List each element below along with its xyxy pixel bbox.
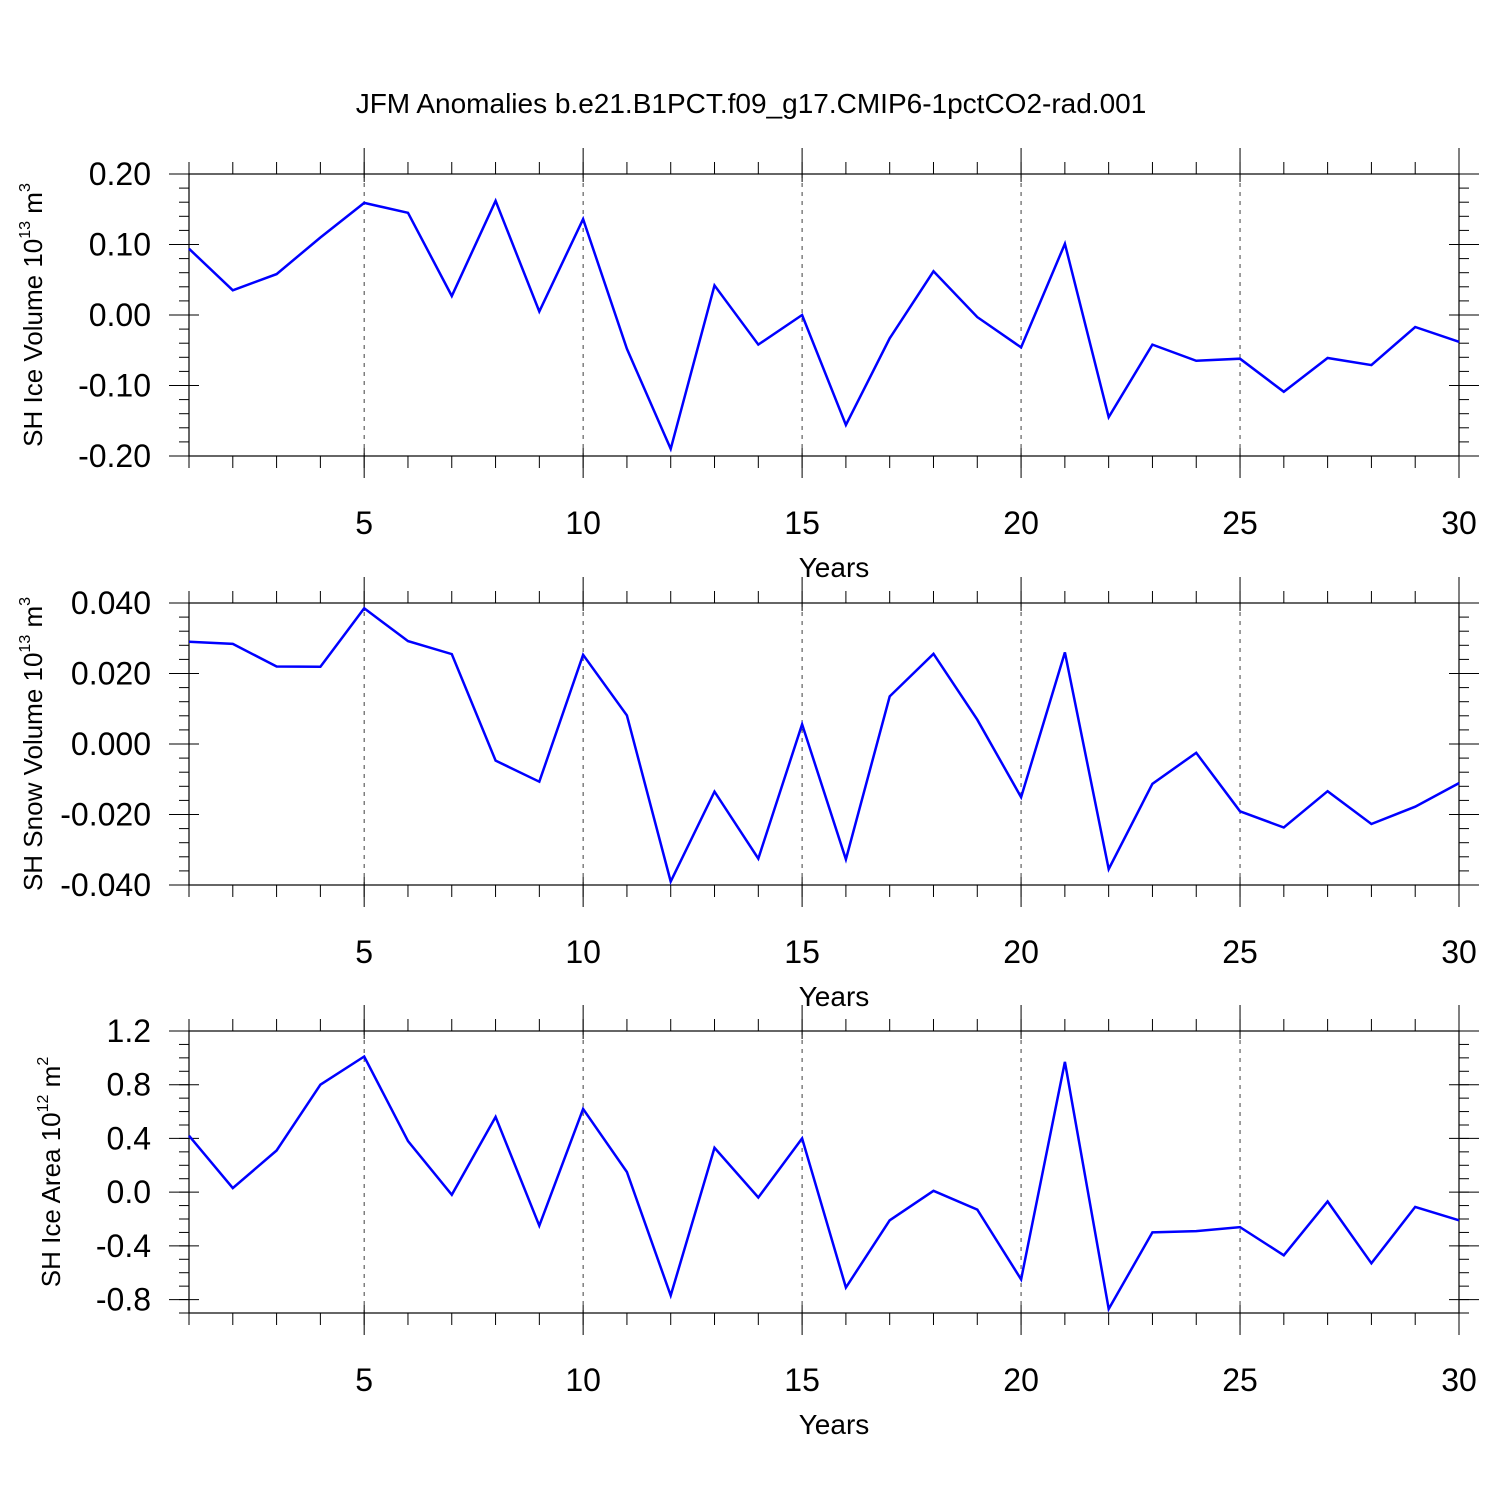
y-axis-label-exponent: 12: [35, 1094, 52, 1112]
series-line-sh-ice-area: [188, 1054, 1460, 1313]
y-tick-label: 0.00: [89, 297, 151, 333]
x-axis-label: Years: [799, 1409, 870, 1440]
x-tick-label: 5: [355, 1362, 373, 1398]
y-tick-label: 1.2: [107, 1013, 151, 1049]
y-tick-label: 0.000: [71, 726, 151, 762]
plot-frame: [188, 602, 1460, 886]
y-axis-label-unit: m: [18, 606, 48, 635]
x-tick-label: 15: [784, 505, 820, 541]
y-axis-label-exponent: 13: [17, 635, 34, 653]
y-tick-label: 0.10: [89, 227, 151, 263]
y-tick-label: 0.20: [89, 156, 151, 192]
y-tick-label: 0.4: [107, 1120, 151, 1156]
y-axis-label: SH Ice Volume 1013 m3: [17, 183, 48, 447]
plot-frame: [188, 1030, 1460, 1314]
x-tick-label: 30: [1441, 505, 1477, 541]
y-tick-label: -0.040: [60, 867, 151, 903]
y-axis-label-unit-exponent: 2: [35, 1057, 52, 1066]
x-tick-label: 5: [355, 934, 373, 970]
x-tick-label: 20: [1003, 934, 1039, 970]
y-tick-label: -0.020: [60, 797, 151, 833]
x-tick-label: 20: [1003, 1362, 1039, 1398]
panel-1: -0.20 -0.10 0.00 0.10 0.20 5 10 15 20 25 30 Years SH…: [17, 148, 1479, 583]
y-axis-label-text: SH Ice Volume 10: [18, 239, 48, 447]
y-axis-label-unit: m: [18, 192, 48, 221]
y-axis-label-unit: m: [36, 1066, 66, 1095]
x-tick-label: 15: [784, 1362, 820, 1398]
y-tick-label: 0.0: [107, 1174, 151, 1210]
y-axis-label-unit-exponent: 3: [17, 183, 34, 192]
y-axis-label: SH Ice Area 1012 m2: [35, 1057, 66, 1288]
y-axis-label-exponent: 13: [17, 221, 34, 239]
x-tick-label: 25: [1222, 505, 1258, 541]
series-line-sh-snow-volume: [188, 606, 1460, 886]
panels: -0.20-0.100.000.100.205 10 15 20 25 30YearsSH…: [17, 148, 1479, 1440]
x-axis-label: Years: [799, 981, 870, 1012]
panel-3: -0.8 -0.4 0.0 0.4 0.8 1.2 5 10 15 20 25 30 Years SH I…: [35, 1005, 1479, 1440]
y-axis-label-text: SH Snow Volume 10: [18, 653, 48, 891]
plot-frame: [188, 173, 1460, 457]
y-tick-label: -0.20: [78, 438, 151, 474]
y-axis-label: SH Snow Volume 1013 m3: [17, 597, 48, 891]
x-tick-label: 10: [565, 505, 601, 541]
x-axis-label: Years: [799, 552, 870, 583]
x-tick-label: 10: [565, 934, 601, 970]
y-tick-label: 0.8: [107, 1067, 151, 1103]
y-tick-label: 0.040: [71, 585, 151, 621]
panel-2: -0.040 -0.020 0.000 0.020 0.040 5 10 15 20 25 30 Ye…: [17, 577, 1479, 1012]
x-tick-label: 30: [1441, 1362, 1477, 1398]
y-tick-label: 0.020: [71, 656, 151, 692]
y-axis-label-text: SH Ice Area 10: [36, 1112, 66, 1287]
y-tick-label: -0.4: [96, 1228, 151, 1264]
x-tick-label: 20: [1003, 505, 1039, 541]
x-tick-label: 15: [784, 934, 820, 970]
y-tick-label: -0.8: [96, 1282, 151, 1318]
x-tick-label: 30: [1441, 934, 1477, 970]
x-tick-label: 10: [565, 1362, 601, 1398]
y-axis-label-unit-exponent: 3: [17, 597, 34, 606]
x-tick-label: 25: [1222, 934, 1258, 970]
series-line-sh-ice-volume: [188, 197, 1460, 453]
x-tick-label: 5: [355, 505, 373, 541]
x-tick-label: 25: [1222, 1362, 1258, 1398]
y-tick-label: -0.10: [78, 368, 151, 404]
figure-title: JFM Anomalies b.e21.B1PCT.f09_g17.CMIP6-…: [356, 88, 1147, 119]
